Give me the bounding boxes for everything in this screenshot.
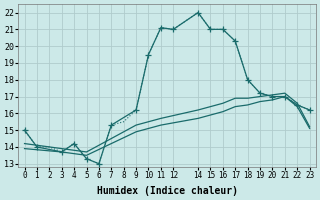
X-axis label: Humidex (Indice chaleur): Humidex (Indice chaleur) [97, 186, 237, 196]
